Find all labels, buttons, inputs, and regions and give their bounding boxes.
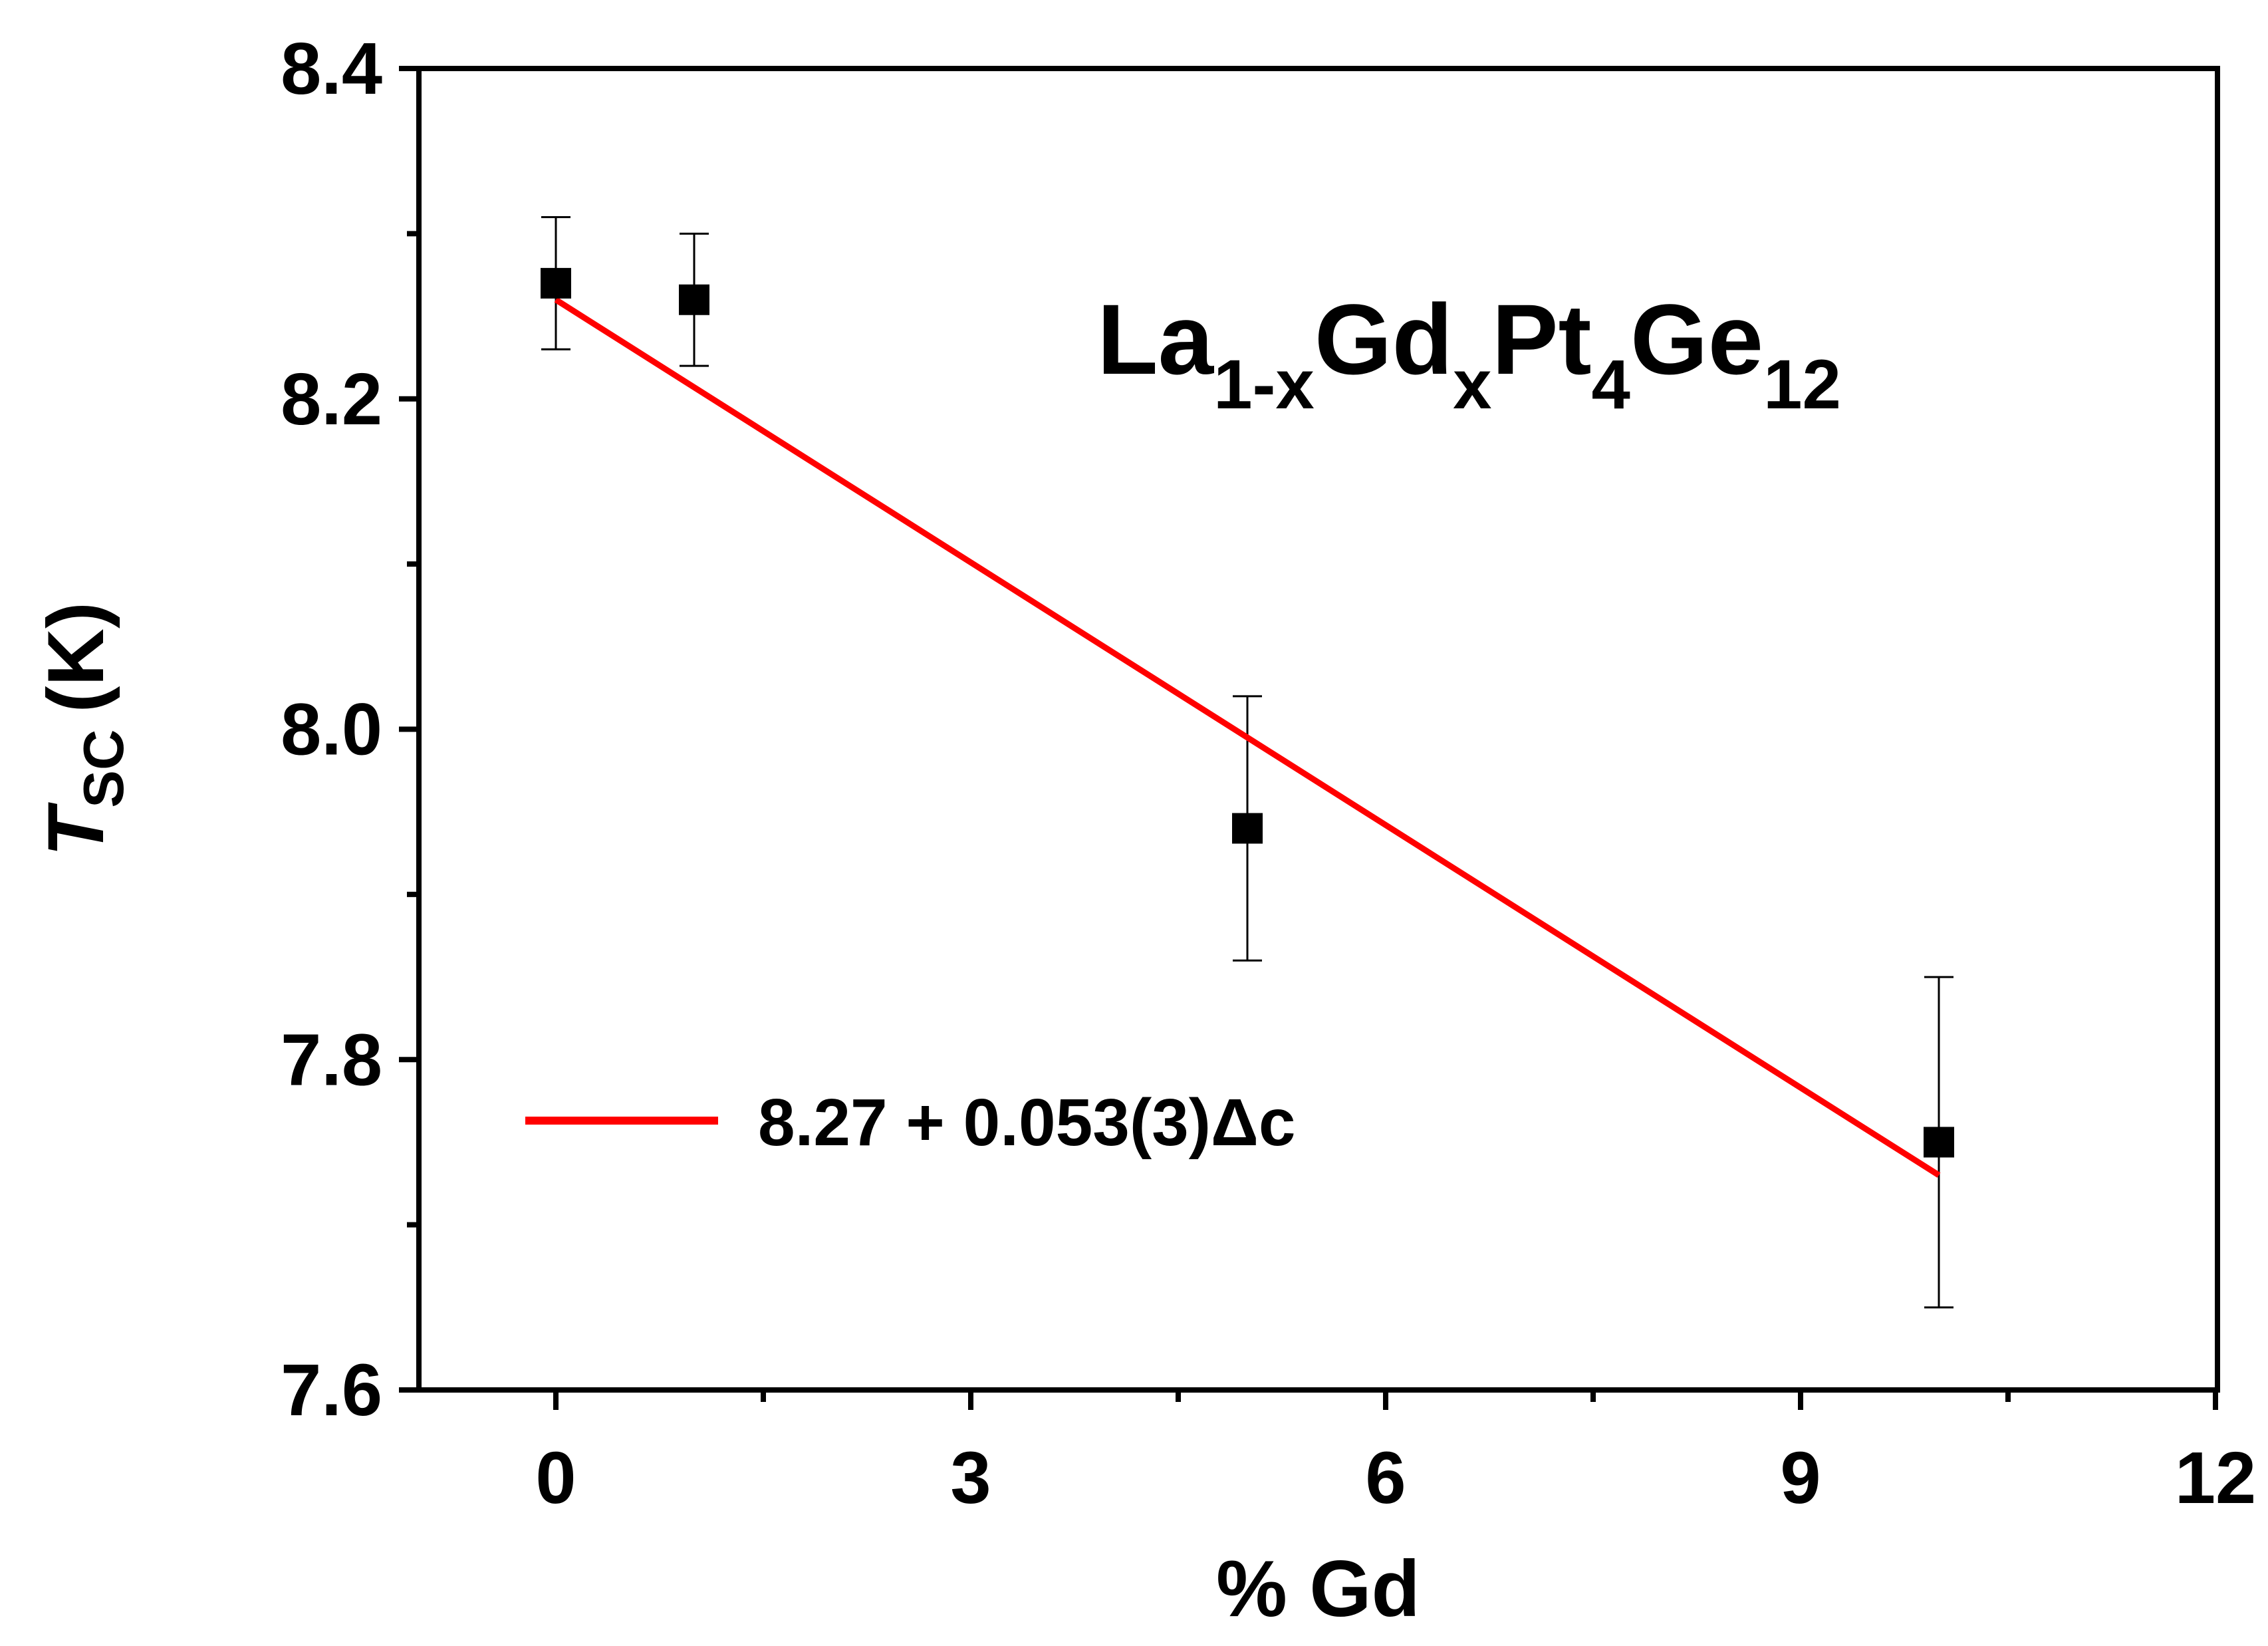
formula-part: Pt <box>1492 283 1592 395</box>
x-tick-label: 12 <box>2175 1437 2256 1519</box>
formula-subscript: x <box>1453 346 1491 424</box>
data-point <box>1232 813 1263 844</box>
y-tick-label: 8.4 <box>281 28 382 110</box>
formula-part: Ge <box>1630 283 1763 395</box>
y-tick-label: 7.6 <box>281 1349 382 1431</box>
y-tick-label: 7.8 <box>281 1019 382 1101</box>
y-tick-label: 8.2 <box>281 358 382 440</box>
formula-part: La <box>1097 283 1215 395</box>
y-tick-label: 8.0 <box>281 689 382 771</box>
x-tick-label: 9 <box>1780 1437 1821 1519</box>
fit-line-group <box>554 297 1941 1178</box>
data-point <box>541 267 571 299</box>
legend: 8.27 + 0.053(3)Δc <box>525 1085 1296 1160</box>
data-point <box>1924 1127 1954 1158</box>
x-tick-label: 3 <box>950 1437 991 1519</box>
x-axis-label: % Gd <box>1216 1544 1420 1633</box>
tick-labels: 0 3 6 9 12 7.6 7.8 8.0 8.2 8.4 <box>281 28 2256 1519</box>
y-axis-label-unit: (K) <box>31 602 120 713</box>
formula-subscript: 4 <box>1592 346 1630 424</box>
legend-label: 8.27 + 0.053(3)Δc <box>758 1085 1296 1160</box>
plot-frame <box>416 66 2220 1393</box>
data-point <box>679 284 709 315</box>
x-tick-label: 0 <box>535 1437 576 1519</box>
y-axis-label-subscript: SC <box>72 730 136 808</box>
formula-subscript: 1-x <box>1213 346 1315 424</box>
axis-ticks <box>399 66 2218 1410</box>
x-tick-label: 6 <box>1365 1437 1406 1519</box>
y-axis-label-symbol: T <box>31 802 120 857</box>
formula-subscript: 12 <box>1763 346 1841 424</box>
fit-line <box>554 297 1941 1178</box>
formula-part: Gd <box>1315 283 1453 395</box>
data-points <box>541 267 1954 1158</box>
y-axis-label: TSC (K) <box>31 602 136 857</box>
compound-formula: La1-xGdxPt4Ge12 <box>1097 283 1841 424</box>
